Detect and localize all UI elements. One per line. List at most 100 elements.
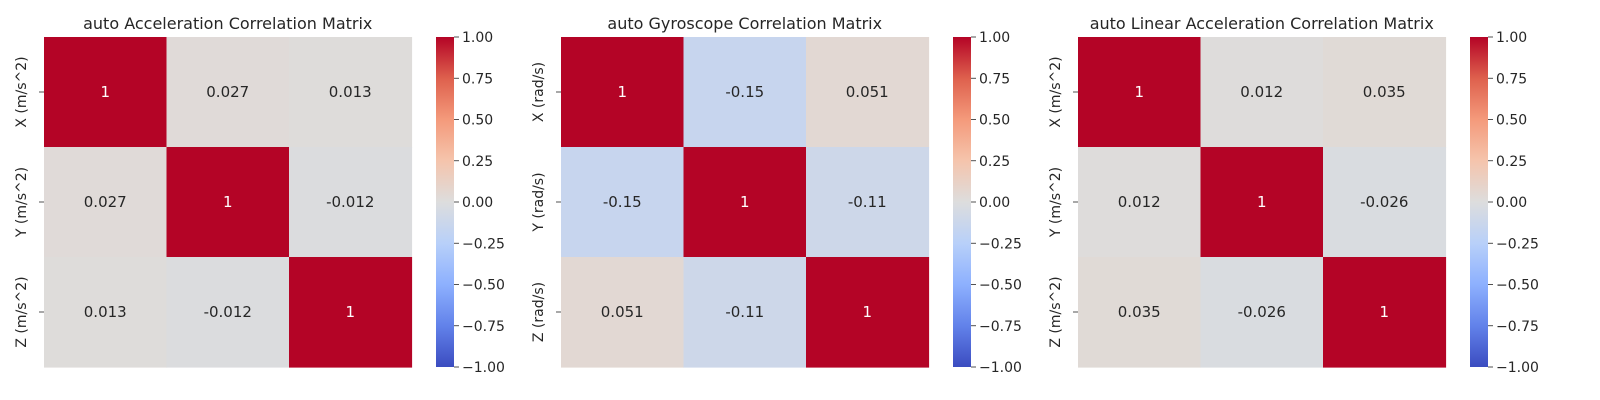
- colorbar: [436, 37, 454, 367]
- heatmap-cell: [289, 147, 413, 258]
- colorbar-tick-label: 0.25: [979, 154, 1010, 170]
- heatmap-cell: [44, 37, 168, 148]
- heatmap-row-label: X (rad/s): [531, 62, 547, 122]
- colorbar-tick-label: −1.00: [979, 360, 1022, 376]
- heatmap-cell-label: 1: [345, 303, 355, 321]
- heatmap-cell: [561, 257, 685, 368]
- heatmap-panel-1: auto Acceleration Correlation Matrix 1 0.0…: [14, 14, 505, 376]
- heatmap-cell-label: -0.15: [725, 83, 764, 101]
- heatmap-row-label: Z (m/s^2): [14, 276, 30, 347]
- colorbar-tick-label: −0.25: [979, 236, 1022, 252]
- heatmap-panel-2: auto Gyroscope Correlation Matrix 1 -0.15 0…: [531, 14, 1022, 376]
- heatmap-cell: [44, 257, 168, 368]
- heatmap-row-label: Y (m/s^2): [1048, 167, 1064, 238]
- colorbar-tick-label: 1.00: [462, 30, 493, 46]
- heatmap-cell-label: 0.035: [1363, 83, 1406, 101]
- heatmap-cell-label: 1: [740, 193, 750, 211]
- heatmap-cell-label: -0.15: [603, 193, 642, 211]
- heatmap-cell: [806, 257, 930, 368]
- heatmap-cell-label: -0.11: [848, 193, 887, 211]
- colorbar-tick-label: 0.50: [462, 113, 493, 129]
- heatmap-cell-label: -0.012: [326, 193, 374, 211]
- heatmap-cell-label: 0.012: [1118, 193, 1161, 211]
- heatmap-cell-label: -0.026: [1360, 193, 1408, 211]
- heatmap-cell-label: 0.035: [1118, 303, 1161, 321]
- heatmap-cell-label: 0.051: [601, 303, 644, 321]
- heatmap-cell-label: 0.051: [846, 83, 889, 101]
- heatmap-title: auto Linear Acceleration Correlation Mat…: [1090, 14, 1434, 33]
- colorbar-tick-label: 0.25: [462, 154, 493, 170]
- heatmap-cell: [289, 257, 413, 368]
- heatmap-cell-label: 0.012: [1240, 83, 1283, 101]
- colorbar-tick-label: 0.50: [1496, 113, 1527, 129]
- heatmap-cell: [683, 37, 807, 148]
- heatmap-panels: auto Acceleration Correlation Matrix 1 0.0…: [14, 14, 1539, 376]
- heatmap-cell-label: -0.012: [204, 303, 252, 321]
- heatmap-cell-label: 1: [617, 83, 627, 101]
- heatmap-cell: [1078, 147, 1202, 258]
- colorbar-tick-label: 0.75: [979, 71, 1010, 87]
- heatmap-cell-label: -0.026: [1238, 303, 1286, 321]
- heatmap-title: auto Acceleration Correlation Matrix: [83, 14, 372, 33]
- colorbar-tick-label: −0.75: [462, 319, 505, 335]
- heatmap-cell: [806, 37, 930, 148]
- heatmap-cell: [1323, 257, 1447, 368]
- heatmap-cell: [1200, 147, 1324, 258]
- heatmap-cell: [683, 257, 807, 368]
- heatmap-cell: [1200, 257, 1324, 368]
- colorbar-tick-label: −0.75: [979, 319, 1022, 335]
- colorbar-tick-label: −0.25: [1496, 236, 1539, 252]
- colorbar-tick-label: 0.00: [462, 195, 493, 211]
- colorbar-tick-label: 1.00: [979, 30, 1010, 46]
- colorbar-tick-label: 0.25: [1496, 154, 1527, 170]
- heatmap-row-label: Y (rad/s): [531, 172, 547, 232]
- heatmap-cell: [561, 147, 685, 258]
- colorbar-tick-label: 0.00: [979, 195, 1010, 211]
- heatmap-cell: [1323, 37, 1447, 148]
- heatmap-cell: [806, 147, 930, 258]
- colorbar-tick-label: −0.75: [1496, 319, 1539, 335]
- colorbar-tick-label: −1.00: [1496, 360, 1539, 376]
- heatmap-cell-label: 0.013: [329, 83, 372, 101]
- heatmap-cell: [1200, 37, 1324, 148]
- heatmap-cell-label: 0.027: [84, 193, 127, 211]
- heatmap-cell: [44, 147, 168, 258]
- heatmap-cell: [683, 147, 807, 258]
- heatmap-cell-label: 1: [1257, 193, 1267, 211]
- heatmap-cell-label: -0.11: [725, 303, 764, 321]
- colorbar: [953, 37, 971, 367]
- colorbar-tick-label: −0.50: [462, 278, 505, 294]
- heatmap-title: auto Gyroscope Correlation Matrix: [607, 14, 882, 33]
- heatmap-cell-label: 1: [223, 193, 233, 211]
- colorbar-tick-label: 0.00: [1496, 195, 1527, 211]
- heatmap-cell-label: 1: [1379, 303, 1389, 321]
- heatmap-cell: [166, 147, 290, 258]
- colorbar-tick-label: −1.00: [462, 360, 505, 376]
- heatmap-cell-label: 1: [862, 303, 872, 321]
- heatmap-row-label: Z (rad/s): [531, 282, 547, 342]
- heatmap-row-label: Z (m/s^2): [1048, 276, 1064, 347]
- heatmap-cell: [1078, 257, 1202, 368]
- heatmap-cell-label: 0.027: [206, 83, 249, 101]
- colorbar-tick-label: 0.50: [979, 113, 1010, 129]
- colorbar-tick-label: −0.50: [979, 278, 1022, 294]
- heatmap-cell: [166, 257, 290, 368]
- heatmap-row-label: X (m/s^2): [1048, 56, 1064, 127]
- heatmap-cell: [289, 37, 413, 148]
- colorbar-tick-label: 1.00: [1496, 30, 1527, 46]
- heatmap-cell: [1323, 147, 1447, 258]
- heatmap-cell: [1078, 37, 1202, 148]
- heatmap-row-label: X (m/s^2): [14, 56, 30, 127]
- heatmap-cell-label: 1: [1134, 83, 1144, 101]
- heatmap-cell: [166, 37, 290, 148]
- colorbar-tick-label: −0.25: [462, 236, 505, 252]
- heatmap-row-label: Y (m/s^2): [14, 167, 30, 238]
- colorbar: [1470, 37, 1488, 367]
- heatmap-cell: [561, 37, 685, 148]
- colorbar-tick-label: −0.50: [1496, 278, 1539, 294]
- heatmap-cell-label: 1: [100, 83, 110, 101]
- heatmap-panel-3: auto Linear Acceleration Correlation Mat…: [1048, 14, 1539, 376]
- colorbar-tick-label: 0.75: [462, 71, 493, 87]
- colorbar-tick-label: 0.75: [1496, 71, 1527, 87]
